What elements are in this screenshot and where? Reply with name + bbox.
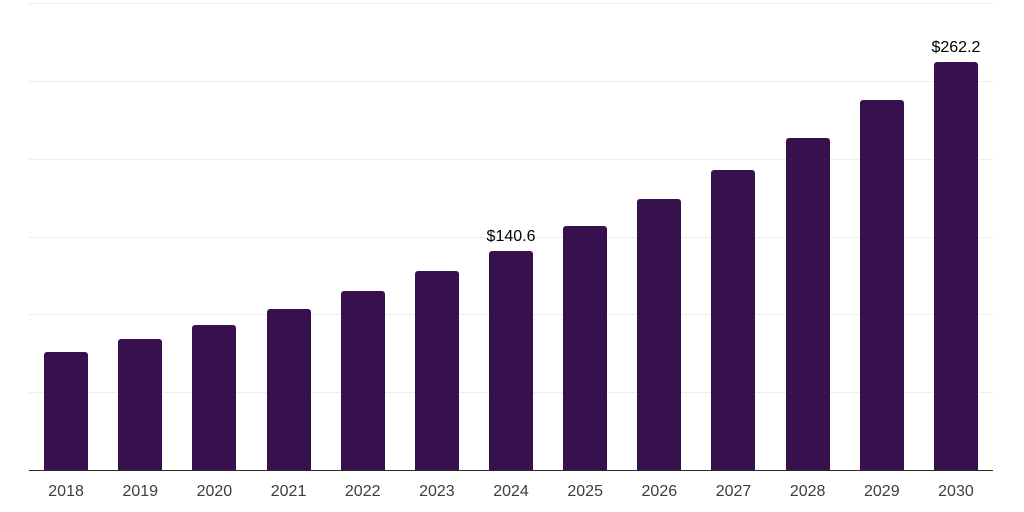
bar-2018	[44, 352, 89, 470]
bar-2024	[489, 251, 534, 470]
gridline-250	[29, 80, 993, 82]
bar-2022	[340, 290, 385, 470]
bar-2027	[711, 169, 756, 470]
bar-2021	[266, 308, 311, 470]
plot-area: $140.6 $262.2	[29, 3, 993, 471]
x-tick-label-2029: 2029	[864, 483, 900, 500]
bar-slot-2023	[400, 3, 474, 470]
x-tick-label-2028: 2028	[789, 483, 826, 500]
x-tick-label-2020: 2020	[196, 483, 233, 500]
x-tick-label-2024: 2024	[493, 483, 529, 500]
gridline-300	[29, 3, 993, 4]
bar-2019	[118, 339, 163, 470]
bar-2030	[933, 61, 978, 470]
x-tick-label-2025: 2025	[567, 483, 603, 500]
bar-slot-2022	[326, 3, 400, 470]
bar-slot-2029	[845, 3, 919, 470]
value-label-2030: $262.2	[931, 38, 981, 56]
bar-2023	[414, 270, 459, 470]
bar-slot-2019	[103, 3, 177, 470]
x-tick-label-2018: 2018	[48, 483, 84, 500]
bar-slot-2030: $262.2	[919, 3, 993, 470]
bar-2025	[563, 225, 608, 470]
bar-2029	[859, 100, 904, 470]
x-tick-label-2023: 2023	[419, 483, 455, 500]
bar-slot-2027	[696, 3, 770, 470]
x-tick-label-2021: 2021	[270, 483, 307, 500]
bar-2020	[192, 325, 237, 470]
bar-slot-2020	[177, 3, 251, 470]
bar-slot-2024: $140.6	[474, 3, 548, 470]
gridline-200	[29, 158, 993, 160]
bar-slot-2021	[251, 3, 325, 470]
bar-2028	[785, 137, 830, 470]
bar-slot-2028	[771, 3, 845, 470]
x-tick-label-2030: 2030	[938, 483, 974, 500]
x-axis-line	[29, 470, 993, 471]
bar-series: $140.6 $262.2	[29, 3, 993, 470]
x-tick-label-2022: 2022	[344, 483, 381, 500]
bar-slot-2026	[622, 3, 696, 470]
x-axis-tick-labels: 2018 2019 2020 2021 2022 2023 2024 2025 2026 2027…	[29, 471, 993, 500]
bar-slot-2018	[29, 3, 103, 470]
x-tick-label-2027: 2027	[715, 483, 752, 500]
bar-slot-2025	[548, 3, 622, 470]
bar-2026	[637, 198, 682, 470]
x-tick-label-2026: 2026	[641, 483, 678, 500]
x-tick-label-2019: 2019	[122, 483, 159, 500]
gridline-150	[29, 236, 993, 238]
value-label-2024: $140.6	[486, 228, 536, 246]
